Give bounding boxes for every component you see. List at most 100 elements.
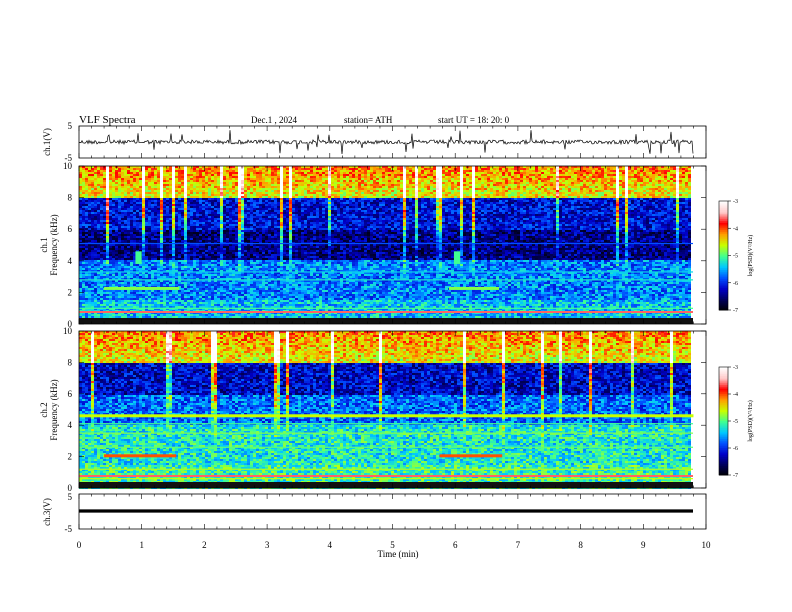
- spectrogram-cell: [157, 196, 160, 198]
- spectrogram-cell: [448, 212, 451, 214]
- spectrogram-cell: [562, 188, 565, 190]
- spectrogram-cell: [544, 172, 547, 174]
- spectrogram-cell: [457, 194, 460, 196]
- spectrogram-cell: [112, 190, 115, 192]
- spectrogram-cell: [565, 184, 568, 186]
- spectrogram-cell: [226, 196, 229, 198]
- spectrogram-cell: [595, 178, 598, 180]
- spectrogram-cell: [511, 190, 514, 192]
- spectrogram-cell: [511, 184, 514, 186]
- spectrogram-cell: [658, 196, 661, 198]
- spectrogram-cell: [688, 168, 691, 170]
- spectrogram-cell: [634, 200, 637, 202]
- spectrogram-cell: [238, 198, 241, 200]
- spectrogram-cell: [502, 202, 505, 204]
- spectrogram-cell: [232, 206, 235, 208]
- spectrogram-cell: [103, 192, 106, 194]
- spectrogram-cell: [214, 174, 217, 176]
- spectrogram-cell: [421, 184, 424, 186]
- spectrogram-cell: [436, 198, 439, 200]
- spectrogram-cell: [259, 200, 262, 202]
- spectrogram-cell: [598, 168, 601, 170]
- spectrogram-cell: [295, 188, 298, 190]
- spectrogram-cell: [355, 168, 358, 170]
- spectrogram-cell: [331, 168, 334, 170]
- spectrogram-cell: [688, 204, 691, 206]
- spectrogram-cell: [112, 180, 115, 182]
- spectrogram-cell: [517, 186, 520, 188]
- spectrogram-cell: [298, 196, 301, 198]
- spectrogram-cell: [634, 190, 637, 192]
- spectrogram-cell: [424, 212, 427, 214]
- spectrogram-cell: [379, 184, 382, 186]
- spectrogram-cell: [406, 176, 409, 178]
- spectrogram-cell: [559, 178, 562, 180]
- spectrogram-cell: [397, 172, 400, 174]
- spectrogram-cell: [358, 180, 361, 182]
- spectrogram-cell: [232, 204, 235, 206]
- spectrogram-cell: [409, 174, 412, 176]
- spectrogram-cell: [439, 198, 442, 200]
- spectrogram-cell: [130, 176, 133, 178]
- spectrogram-cell: [382, 200, 385, 202]
- spectrogram-cell: [412, 170, 415, 172]
- spectrogram-cell: [94, 176, 97, 178]
- spectrogram-cell: [340, 198, 343, 200]
- spectrogram-cell: [124, 200, 127, 202]
- spectrogram-cell: [661, 208, 664, 210]
- spectrogram-cell: [619, 206, 622, 208]
- spectrogram-cell: [391, 210, 394, 212]
- spectrogram-cell: [520, 182, 523, 184]
- spectrogram-cell: [88, 180, 91, 182]
- spectrogram-cell: [634, 174, 637, 176]
- spectrogram-cell: [301, 168, 304, 170]
- spectrogram-cell: [604, 186, 607, 188]
- spectrogram-cell: [343, 196, 346, 198]
- spectrogram-cell: [583, 196, 586, 198]
- spectrogram-cell: [439, 180, 442, 182]
- spectrogram-cell: [286, 200, 289, 202]
- spectrogram-cell: [202, 182, 205, 184]
- spectrogram-cell: [397, 170, 400, 172]
- spectrogram-cell: [670, 198, 673, 200]
- spectrogram-cell: [310, 184, 313, 186]
- spectrogram-cell: [550, 196, 553, 198]
- spectrogram-cell: [376, 198, 379, 200]
- spectrogram-cell: [343, 190, 346, 192]
- spectrogram-cell: [145, 186, 148, 188]
- spectrogram-cell: [367, 178, 370, 180]
- spectrogram-cell: [394, 180, 397, 182]
- spectrogram-cell: [289, 198, 292, 200]
- spectrogram-cell: [325, 188, 328, 190]
- spectrogram-cell: [130, 204, 133, 206]
- spectrogram-cell: [181, 192, 184, 194]
- spectrogram-cell: [511, 176, 514, 178]
- spectrogram-cell: [442, 194, 445, 196]
- spectrogram-cell: [349, 180, 352, 182]
- spectrogram-cell: [238, 204, 241, 206]
- spectrogram-cell: [568, 200, 571, 202]
- spectrogram-cell: [163, 168, 166, 170]
- spectrogram-cell: [100, 170, 103, 172]
- spectrogram-cell: [466, 206, 469, 208]
- spectrogram-cell: [190, 202, 193, 204]
- spectrogram-cell: [325, 210, 328, 212]
- spectrogram-cell: [85, 186, 88, 188]
- spectrogram-cell: [148, 192, 151, 194]
- spectrogram-cell: [466, 212, 469, 214]
- spectrogram-cell: [391, 198, 394, 200]
- spectrogram-cell: [202, 178, 205, 180]
- spectrogram-cell: [382, 206, 385, 208]
- spectrogram-cell: [268, 204, 271, 206]
- spectrogram-cell: [238, 196, 241, 198]
- spectrogram-cell: [544, 168, 547, 170]
- spectrogram-cell: [457, 206, 460, 208]
- spectrogram-cell: [88, 200, 91, 202]
- spectrogram-cell: [682, 196, 685, 198]
- spectrogram-cell: [412, 184, 415, 186]
- spectrogram-cell: [313, 184, 316, 186]
- spectrogram-cell: [514, 210, 517, 212]
- spectrogram-cell: [445, 174, 448, 176]
- spectrogram-cell: [106, 206, 109, 208]
- spectrogram-cell: [361, 188, 364, 190]
